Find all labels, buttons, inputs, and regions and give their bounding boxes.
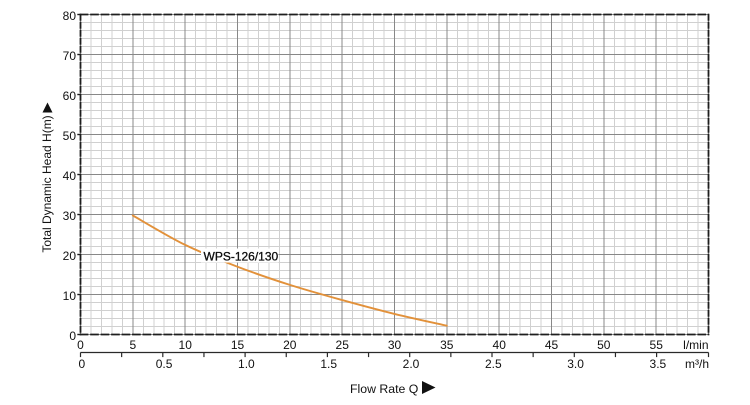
- svg-text:0: 0: [69, 329, 76, 343]
- svg-text:10: 10: [63, 289, 77, 303]
- svg-text:80: 80: [63, 9, 77, 23]
- svg-text:20: 20: [283, 338, 297, 352]
- svg-text:40: 40: [493, 338, 507, 352]
- svg-text:0: 0: [77, 338, 84, 352]
- svg-text:5: 5: [129, 338, 136, 352]
- svg-text:Flow Rate Q: Flow Rate Q: [350, 382, 418, 396]
- svg-text:30: 30: [388, 338, 402, 352]
- svg-text:45: 45: [545, 338, 559, 352]
- svg-text:35: 35: [440, 338, 454, 352]
- svg-text:2.5: 2.5: [485, 357, 502, 371]
- svg-text:m³/h: m³/h: [685, 357, 709, 371]
- svg-text:30: 30: [63, 209, 77, 223]
- svg-text:25: 25: [336, 338, 350, 352]
- svg-text:WPS-126/130: WPS-126/130: [204, 249, 279, 263]
- svg-text:55: 55: [650, 338, 664, 352]
- svg-text:10: 10: [179, 338, 193, 352]
- svg-text:Total Dynamic Head H(m): Total Dynamic Head H(m): [40, 115, 54, 252]
- svg-text:3.0: 3.0: [567, 357, 584, 371]
- svg-text:50: 50: [63, 129, 77, 143]
- svg-text:2.0: 2.0: [403, 357, 420, 371]
- svg-text:50: 50: [597, 338, 611, 352]
- svg-text:0.5: 0.5: [156, 357, 173, 371]
- svg-text:70: 70: [63, 49, 77, 63]
- svg-text:15: 15: [231, 338, 245, 352]
- svg-text:40: 40: [63, 169, 77, 183]
- svg-text:0: 0: [78, 357, 85, 371]
- svg-text:l/min: l/min: [683, 338, 708, 352]
- svg-text:1.5: 1.5: [320, 357, 337, 371]
- svg-text:3.5: 3.5: [650, 357, 667, 371]
- svg-text:60: 60: [63, 89, 77, 103]
- svg-text:1.0: 1.0: [238, 357, 255, 371]
- svg-text:20: 20: [63, 249, 77, 263]
